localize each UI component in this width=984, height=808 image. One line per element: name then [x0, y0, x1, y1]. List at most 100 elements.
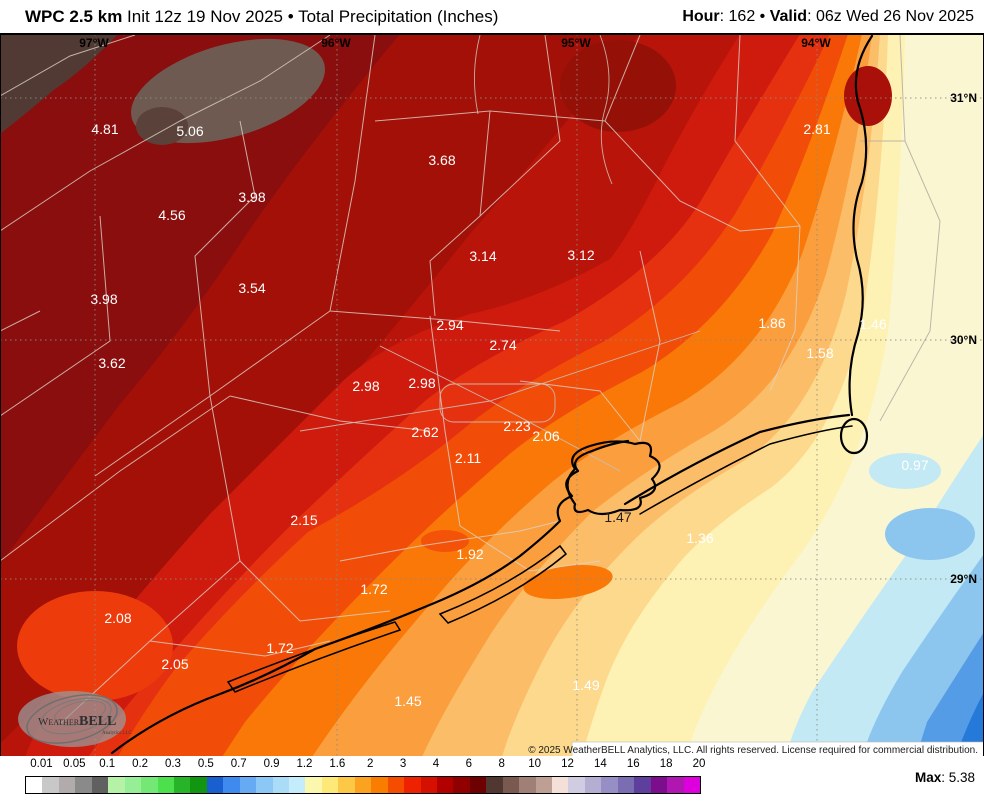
header-bar: WPC 2.5 km Init 12z 19 Nov 2025 • Total … [0, 0, 984, 33]
copyright-notice: © 2025 WeatherBELL Analytics, LLC. All r… [528, 745, 978, 756]
hour-label: Hour [682, 7, 720, 25]
colorbar-segment [617, 777, 635, 793]
precip-value-label: 3.14 [469, 248, 496, 264]
hour-value: : 162 • [719, 7, 770, 25]
precip-value-label: 2.23 [503, 418, 530, 434]
colorbar-segment [502, 777, 520, 793]
county-borders [0, 34, 801, 725]
colorbar-segment [552, 777, 569, 793]
precip-value-label: 3.12 [567, 247, 594, 263]
colorbar-tick: 6 [465, 758, 473, 770]
precip-value-label: 1.49 [572, 677, 599, 693]
logo-bell-text: BELL [79, 714, 116, 729]
lat-label: 31°N [950, 91, 977, 105]
hour-valid-info: Hour: 162 • Valid: 06z Wed 26 Nov 2025 [682, 8, 974, 26]
colorbar-segment [420, 777, 437, 793]
colorbar-tick: 1.6 [329, 758, 346, 770]
colorbar-segment [486, 777, 503, 793]
precip-value-label: 1.46 [859, 316, 886, 332]
precip-band [956, 692, 984, 757]
logo-weather-text: Weather [38, 716, 80, 728]
state-border-river [839, 34, 874, 455]
precip-value-label: 3.54 [238, 280, 265, 296]
colorbar-segment [321, 777, 339, 793]
colorbar-segment [141, 777, 158, 793]
colorbar-segment [436, 777, 454, 793]
grid-labels: 97°W 96°W 95°W 94°W 31°N 30°N 29°N [79, 36, 977, 586]
colorbar-tick: 20 [692, 758, 706, 770]
colorbar-segment [469, 777, 487, 793]
colorbar-segment [650, 777, 668, 793]
svg-text:WeatherBELL: WeatherBELL [38, 714, 116, 729]
colorbar-segment [305, 777, 322, 793]
precip-value-label: 2.74 [489, 337, 516, 353]
precip-value-label: 2.15 [290, 512, 317, 528]
precip-value-label: 1.72 [266, 640, 293, 656]
galveston-bay [566, 440, 661, 516]
colorbar-segment [190, 777, 207, 793]
precip-value-label: 2.81 [803, 121, 830, 137]
colorbar-segment [157, 777, 174, 793]
colorbar-segment [124, 777, 142, 793]
precip-value-label: 2.08 [104, 610, 131, 626]
colorbar-segment [453, 777, 470, 793]
colorbar-segment [634, 777, 651, 793]
colorbar-segment [404, 777, 421, 793]
lon-label: 97°W [79, 36, 109, 50]
colorbar-segment [173, 777, 191, 793]
colorbar-segment [223, 777, 240, 793]
coastline [110, 413, 851, 755]
parish-borders [860, 34, 941, 422]
precip-value-label: 2.98 [352, 378, 379, 394]
weatherbell-logo: WeatherBELL Analytics LLC [18, 691, 133, 747]
max-value: Max: 5.38 [914, 770, 975, 785]
colorbar-tick: 10 [528, 758, 542, 770]
precip-value-label: 1.45 [394, 693, 421, 709]
precip-value-label: 3.98 [90, 291, 117, 307]
colorbar-segment [58, 777, 76, 793]
precip-value-label: 3.98 [238, 189, 265, 205]
colorbar-tick: 12 [561, 758, 574, 770]
lat-label: 29°N [950, 572, 977, 586]
precip-value-label: 2.05 [161, 656, 188, 672]
colorbar-segment [683, 777, 700, 793]
map-title: WPC 2.5 km Init 12z 19 Nov 2025 • Total … [25, 7, 498, 27]
colorbar-tick: 0.05 [63, 758, 86, 770]
colorbar-tick: 3 [399, 758, 407, 770]
precip-value-label: 2.62 [411, 424, 438, 440]
grid-lines [0, 34, 984, 757]
colorbar-tick: 4 [432, 758, 440, 770]
precip-value-label: 1.92 [456, 546, 483, 562]
lon-label: 96°W [321, 36, 351, 50]
colorbar-segment [239, 777, 257, 793]
colorbar-tick: 2 [367, 758, 374, 770]
precip-value-label: 2.11 [455, 450, 481, 466]
lon-label: 94°W [801, 36, 831, 50]
model-name: WPC 2.5 km [25, 6, 123, 26]
precip-value-label: 2.94 [436, 317, 463, 333]
precip-band [916, 632, 984, 757]
precip-value-label: 1.47 [604, 509, 631, 525]
colorbar-segment [354, 777, 372, 793]
lat-label: 30°N [950, 333, 977, 347]
precip-value-label: 1.86 [758, 315, 785, 331]
colorbar-tick: 1.2 [296, 758, 313, 770]
precip-value-label: 2.98 [408, 375, 435, 391]
colorbar-segment [272, 777, 289, 793]
colorbar-segment [256, 777, 273, 793]
colorbar-tick: 0.1 [99, 758, 116, 770]
precip-value-label: 3.68 [428, 152, 455, 168]
colorbar-segment [91, 777, 109, 793]
colorbar-tick: 0.5 [197, 758, 214, 770]
precip-value-label: 1.72 [360, 581, 387, 597]
precip-value-label: 2.06 [532, 428, 559, 444]
colorbar-tick: 0.01 [30, 758, 53, 770]
colorbar-tick: 0.7 [230, 758, 247, 770]
precip-value-label: 5.06 [176, 123, 203, 139]
sabine-lake [839, 417, 869, 455]
precip-value-label: 1.36 [686, 530, 713, 546]
colorbar-segment [584, 777, 602, 793]
colorbar-segment [206, 777, 224, 793]
precip-value-label: 0.97 [901, 457, 928, 473]
